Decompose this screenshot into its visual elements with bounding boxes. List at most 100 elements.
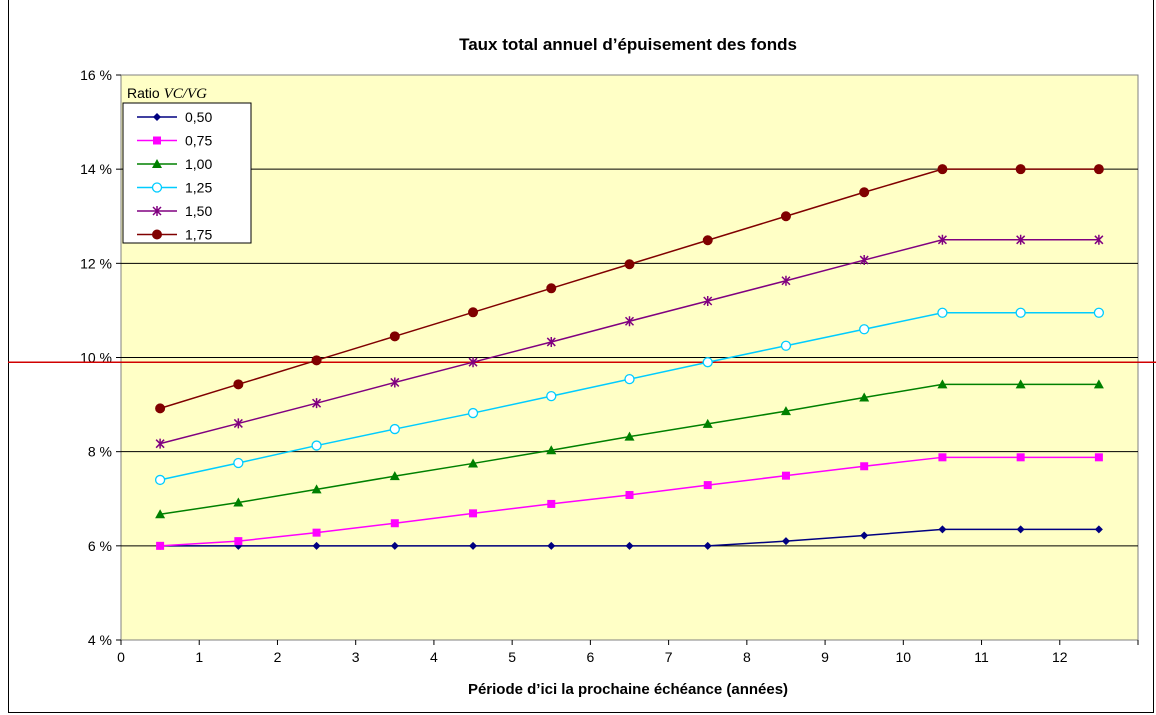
data-point [860,531,869,540]
data-point [859,392,870,402]
data-point [625,541,634,550]
data-point [546,336,556,347]
legend-item: 1,25 [137,180,212,196]
data-point [1094,453,1103,462]
data-point [389,471,400,481]
data-point [1093,379,1104,389]
series-group [154,164,1105,550]
x-tick-label: 12 [1052,649,1068,665]
data-point [1093,164,1104,175]
data-point [156,541,165,550]
chart-frame [8,0,1154,713]
data-point [390,377,400,388]
data-point [1015,164,1026,175]
data-point [780,406,791,416]
y-tick-label: 6 % [88,538,112,554]
data-point [390,519,399,528]
legend-label: 1,50 [185,203,212,219]
data-point [938,525,947,534]
x-tick-label: 4 [430,649,438,665]
data-point [311,440,322,451]
x-tick-label: 0 [117,649,125,665]
legend-title-prefix: Ratio [127,85,164,101]
data-point [624,259,635,270]
data-point [154,474,166,486]
data-point [702,418,713,428]
data-point [546,445,557,455]
series-0-50 [156,525,1103,550]
data-point [702,235,713,246]
data-point [234,537,243,546]
data-point [703,541,712,550]
data-point [1094,234,1104,245]
legend-item: 1,50 [137,203,212,219]
legend-box [122,102,252,244]
data-point [233,418,243,429]
data-point [780,211,791,222]
data-point [390,541,399,550]
data-point [389,423,400,435]
data-point [624,316,635,327]
data-point [937,164,948,175]
data-point [311,484,322,494]
y-tick-label: 14 % [80,161,112,177]
legend-label: 1,00 [185,156,212,172]
data-point [469,541,478,550]
series-1-75 [155,164,1104,414]
x-tick-label: 9 [821,649,829,665]
y-tick-label: 4 % [88,632,112,648]
data-point [1016,525,1025,534]
data-point [312,398,322,409]
legend-item: 1,00 [137,156,212,172]
data-point [151,182,163,193]
y-tick-label: 16 % [80,67,112,83]
data-point [546,283,557,294]
data-point [467,407,479,419]
data-point [152,159,162,168]
x-tick-label: 5 [508,649,516,665]
data-point [468,458,479,468]
data-point [703,481,712,490]
data-point [546,390,557,402]
data-point [153,136,161,145]
data-point [312,541,321,550]
x-tick-label: 8 [743,649,751,665]
data-point [625,490,634,499]
data-point [468,357,478,368]
legend-items: 0,50 0,75 1,00 1,25 1,50 1,75 [137,109,212,243]
data-point [937,234,947,245]
x-tick-label: 7 [665,649,673,665]
y-tick-label: 8 % [88,444,112,460]
legend-label: 1,25 [185,180,212,196]
data-point [702,357,713,368]
data-point [938,453,947,462]
x-axis-label: Période d’ici la prochaine échéance (ann… [468,681,788,698]
data-point [860,462,869,471]
data-point [155,403,166,414]
data-point [233,379,244,390]
data-point [859,255,869,266]
legend-label: 0,75 [185,133,212,149]
data-point [1015,307,1026,318]
series-0-75 [156,453,1103,550]
y-tick-label: 10 % [80,350,112,366]
data-point [468,307,479,318]
data-point [624,374,635,385]
legend-item: 0,75 [137,133,212,149]
data-point [547,541,556,550]
data-point [311,355,322,366]
data-point [780,340,792,351]
data-point [155,438,165,449]
legend-item: 0,50 [137,109,212,125]
data-point [1016,453,1025,462]
series-1-25 [154,307,1105,486]
legend-title: Ratio VC/VG [127,85,207,102]
data-point [937,307,948,318]
legend-title-ratio: VC/VG [164,86,207,102]
data-point [389,331,400,342]
series-1-00 [155,379,1104,519]
data-point [703,296,713,306]
y-axis: 4 % 6 % 8 % 10 % 12 % 14 % 16 % [80,67,121,648]
data-point [781,537,790,546]
